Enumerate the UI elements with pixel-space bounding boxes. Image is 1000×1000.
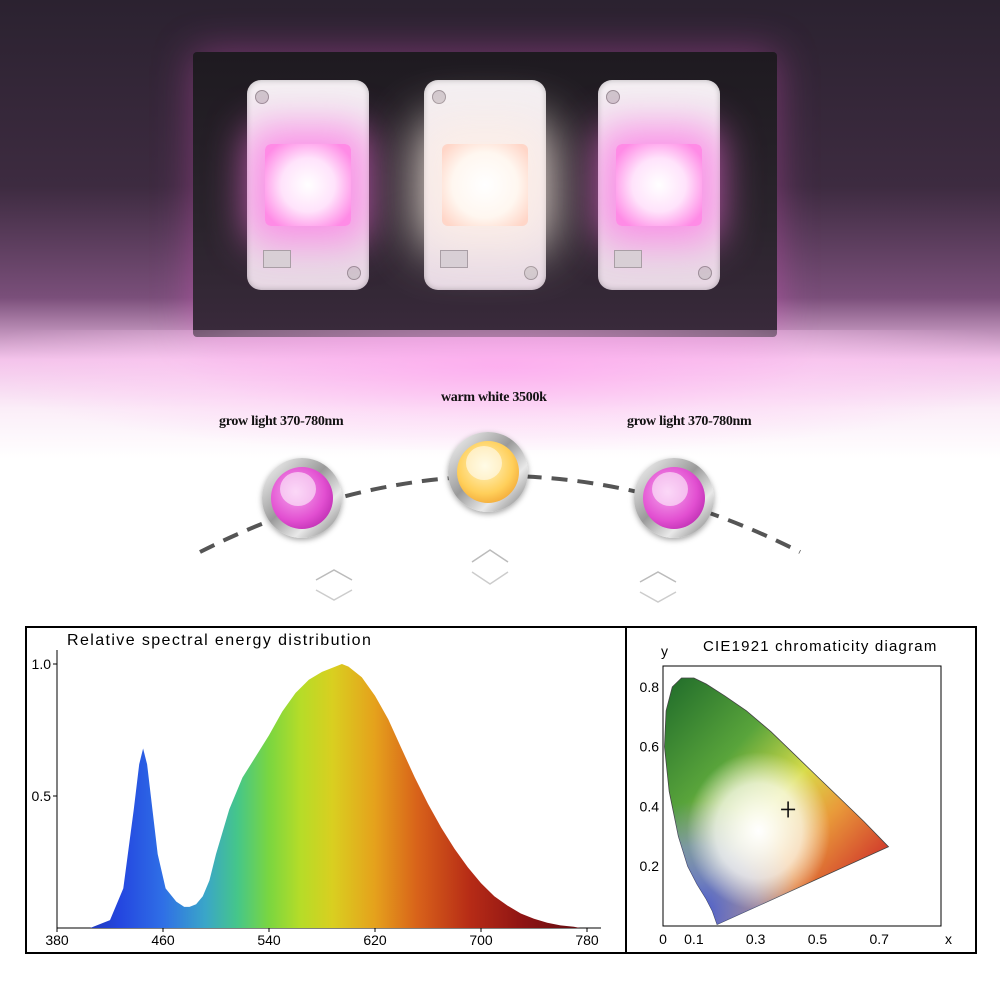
grow-light-module-right xyxy=(598,80,720,290)
product-photo: grow light 370-780nm warm white 3500k gr… xyxy=(0,0,1000,620)
cie-x-tick-label: 0.3 xyxy=(746,931,766,947)
spectrum-chart-title: Relative spectral energy distribution xyxy=(67,632,373,649)
cie-y-tick-label: 0.4 xyxy=(640,798,660,814)
spectrum-ticks: 380 460 540 620 700 780 0.5 1.0 xyxy=(32,656,599,948)
spectrum-x-tick-label: 620 xyxy=(363,932,387,948)
spectrum-chart: 380 460 540 620 700 780 0.5 1.0 xyxy=(32,650,601,948)
warm-white-lens-icon xyxy=(448,432,528,512)
cie-gamut-white-region xyxy=(664,678,889,925)
spectrum-chart-panel: Relative spectral energy distribution 38… xyxy=(25,626,627,954)
warm-white-chip xyxy=(442,144,528,226)
cie-x-tick-label: 0.7 xyxy=(869,931,889,947)
light-glow xyxy=(0,330,1000,450)
cie-y-tick-label: 0.2 xyxy=(640,858,660,874)
cie-ticks: 0 0.1 0.3 0.5 0.7 0.2 0.4 0.6 0.8 xyxy=(640,679,890,947)
spectrum-x-tick-label: 700 xyxy=(469,932,493,948)
spectrum-x-tick-label: 540 xyxy=(257,932,281,948)
cie-chart: xy 0 0.1 0.3 0.5 0.70.20.40.60.8 xyxy=(640,643,952,947)
center-led-label: warm white 3500k xyxy=(441,390,547,405)
hexagon-mark-icon xyxy=(639,571,677,603)
spectrum-series xyxy=(90,664,581,928)
warm-white-module xyxy=(424,80,546,290)
grow-light-module-left xyxy=(247,80,369,290)
cie-y-tick-label: 0.8 xyxy=(640,679,660,695)
spectrum-area xyxy=(90,664,581,928)
grow-light-lens-left-icon xyxy=(262,458,342,538)
cie-x-tick-label: 0.1 xyxy=(684,931,704,947)
spectrum-x-tick-label: 460 xyxy=(151,932,175,948)
grow-light-lens-right-icon xyxy=(634,458,714,538)
cie-y-tick-label: 0.6 xyxy=(640,739,660,755)
right-led-label: grow light 370-780nm xyxy=(627,414,752,429)
spectrum-y-tick-label: 1.0 xyxy=(32,656,52,672)
hexagon-mark-icon xyxy=(471,549,509,585)
left-led-label: grow light 370-780nm xyxy=(219,414,344,429)
grow-light-chip xyxy=(616,144,702,226)
cie-chart-title: CIE1921 chromaticity diagram xyxy=(703,638,938,655)
grow-light-chip xyxy=(265,144,351,226)
cie-x-label: x xyxy=(945,931,952,947)
cie-x-tick-label: 0.5 xyxy=(808,931,828,947)
cie-x-tick-label: 0 xyxy=(659,931,667,947)
spectrum-x-tick-label: 380 xyxy=(45,932,69,948)
cie-gamut xyxy=(664,677,890,926)
cie-axes: xy xyxy=(661,643,952,947)
cie-plot-frame xyxy=(662,665,942,927)
spectrum-y-tick-label: 0.5 xyxy=(32,788,52,804)
hexagon-mark-icon xyxy=(315,569,353,601)
cie-y-label: y xyxy=(661,643,668,659)
cie-points xyxy=(781,801,796,818)
led-fixture xyxy=(193,52,777,337)
spectrum-x-tick-label: 780 xyxy=(575,932,599,948)
